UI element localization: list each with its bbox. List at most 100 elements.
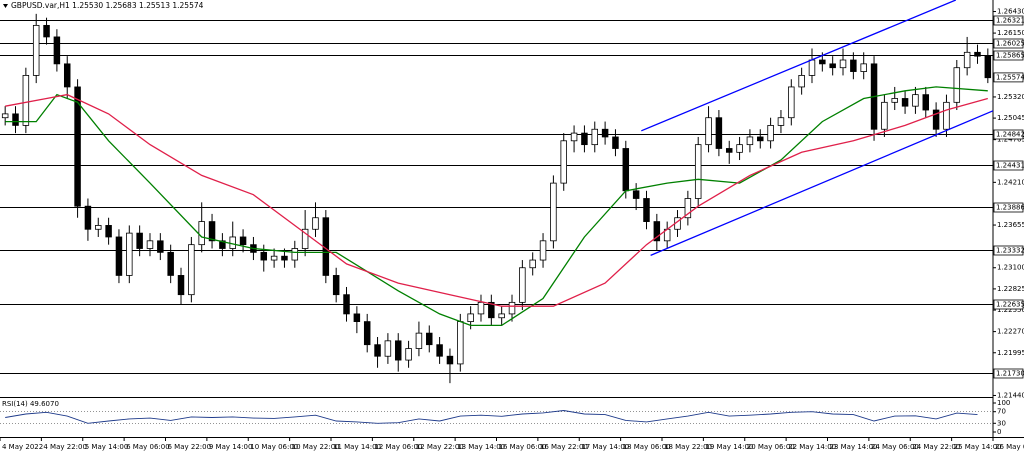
candle-body (860, 63, 867, 72)
candle-body (560, 140, 567, 184)
menu-arrow[interactable] (3, 4, 8, 8)
candle-body (498, 313, 505, 319)
candle-body (715, 117, 723, 149)
x-tick-label: 24 May 06:00 (871, 443, 919, 451)
candle-body (384, 340, 392, 357)
candle-body (839, 59, 847, 69)
level-label: 1.21730 (996, 370, 1024, 378)
level-label: 1.22635 (996, 301, 1024, 309)
y-tick-label: 1.24765 (997, 136, 1024, 144)
candle-body (115, 236, 123, 276)
candle-body (467, 313, 474, 323)
candle-body (757, 136, 764, 142)
candle-body (746, 136, 754, 146)
level-label: 1.25865 (996, 52, 1024, 60)
x-tick-label: 6 May 06:00 (126, 443, 170, 451)
candle-body (1, 113, 9, 119)
candle-body (881, 101, 888, 130)
candle-body (332, 275, 340, 296)
candle-body (63, 63, 71, 88)
current-price-box (993, 72, 1024, 83)
x-tick-label: 16 May 06:00 (499, 443, 547, 451)
candle-body (436, 344, 443, 357)
level-label-box (993, 202, 1024, 213)
candle-body (601, 128, 609, 138)
y-tick-label: 1.23655 (997, 221, 1024, 229)
candle-body (260, 251, 268, 261)
x-tick-label: 25 May 14:00 (954, 443, 1002, 451)
y-tick-label: 1.21995 (997, 349, 1024, 357)
rsi-line (5, 410, 978, 424)
level-label-box (993, 245, 1024, 256)
x-tick-label: 11 May 14:00 (333, 443, 381, 451)
x-tick-label: 17 May 14:00 (581, 443, 629, 451)
candle-body (270, 255, 278, 261)
candle-body (829, 63, 836, 69)
candle-body (819, 59, 826, 65)
x-tick-label: 10 May 22:00 (292, 443, 340, 451)
candle-body (312, 217, 319, 230)
candle-body (912, 94, 919, 107)
candle-body (219, 240, 226, 249)
candle-body (446, 355, 454, 365)
x-tick-label: 26 May 06:00 (995, 443, 1024, 451)
candle-body (239, 236, 247, 246)
candle-body (581, 132, 588, 146)
candle-body (570, 132, 578, 142)
y-tick-label: 1.23100 (997, 264, 1024, 272)
candle-body (157, 240, 164, 253)
candle-body (622, 148, 630, 192)
x-tick-label: 24 May 22:00 (912, 443, 960, 451)
candle-body (353, 313, 361, 323)
x-tick-label: 18 May 06:00 (623, 443, 671, 451)
candle-body (653, 221, 661, 242)
candle-body (529, 259, 536, 269)
level-label-box (993, 15, 1024, 26)
level-label-box (993, 38, 1024, 49)
candle-body (519, 267, 526, 303)
candle-body (684, 198, 692, 219)
moving-average (5, 93, 988, 307)
level-label-box (993, 50, 1024, 61)
candle-body (694, 144, 702, 199)
y-tick-label: 1.26430 (997, 8, 1024, 16)
candle-body (508, 301, 516, 315)
y-tick-label: 1.22825 (997, 285, 1024, 293)
x-tick-label: 9 May 14:00 (209, 443, 253, 451)
candle-body (74, 86, 81, 207)
candle-body (788, 86, 795, 119)
x-tick-label: 23 May 14:00 (830, 443, 878, 451)
candle-body (146, 240, 154, 249)
candle-body (281, 255, 288, 261)
candle-body (850, 59, 857, 72)
x-tick-label: 12 May 06:00 (374, 443, 422, 451)
candle-body (426, 332, 433, 346)
rsi-tick-label: 100 (997, 399, 1010, 407)
candle-body (136, 232, 143, 249)
level-label: 1.23886 (996, 204, 1024, 212)
candle-body (612, 136, 619, 149)
level-label: 1.24431 (996, 162, 1024, 170)
candle-body (984, 55, 992, 79)
trend-line (650, 110, 994, 256)
candle-body (550, 182, 557, 242)
candle-body (229, 236, 236, 249)
x-tick-label: 10 May 06:00 (250, 443, 298, 451)
candle-body (291, 248, 299, 261)
level-label-box (993, 129, 1024, 140)
rsi-tick-label: 70 (997, 408, 1006, 416)
candle-body (705, 117, 712, 146)
candle-body (301, 228, 309, 249)
candle-body (177, 275, 185, 296)
level-label: 1.23332 (996, 247, 1024, 255)
x-tick-label: 18 May 22:00 (664, 443, 712, 451)
candle-body (943, 101, 950, 130)
trend-line (641, 0, 957, 132)
candle-body (488, 301, 495, 319)
current-price-label: 1.25574 (996, 73, 1024, 81)
candle-body (457, 321, 464, 365)
chart-title: GBPUSD.var,H1 1.25530 1.25683 1.25513 1.… (11, 1, 204, 10)
candle-body (198, 221, 205, 246)
candle-body (477, 301, 485, 315)
